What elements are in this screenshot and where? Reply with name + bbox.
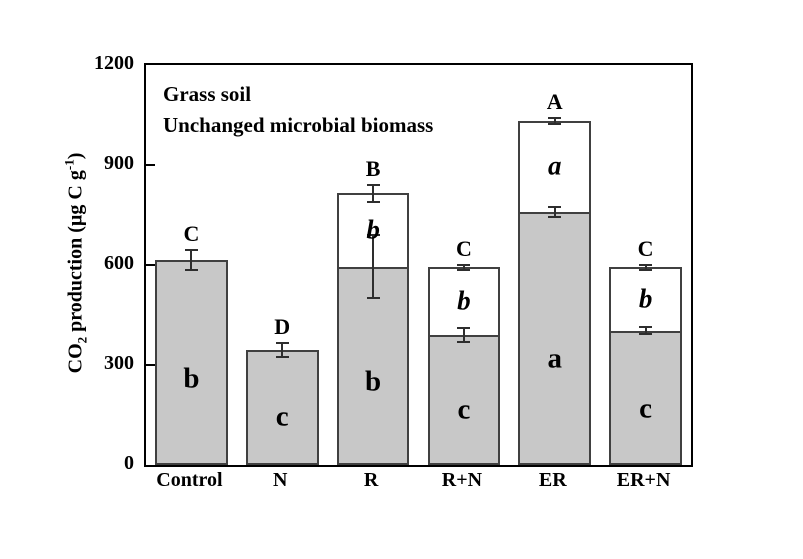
- white-segment: [609, 267, 682, 331]
- error-bar-cap: [457, 326, 471, 329]
- gray-segment-label: b: [183, 362, 200, 395]
- x-category-label-er: ER: [538, 469, 567, 491]
- error-bar-line: [372, 235, 375, 299]
- chart-annotation-line2: Unchanged microbial biomass: [163, 113, 434, 137]
- x-axis-labels: Control N R R+N ER ER+N: [144, 470, 689, 496]
- y-axis-tick: [146, 264, 155, 266]
- gray-segment-label: a: [547, 342, 562, 375]
- y-tick-label: 900: [104, 152, 134, 174]
- error-bar-line: [553, 206, 556, 217]
- error-bar-line: [281, 342, 284, 358]
- gray-segment-label: c: [639, 392, 653, 425]
- bar-r: b b B: [336, 65, 410, 465]
- error-bar-line: [372, 185, 375, 202]
- error-bar-line: [462, 327, 465, 343]
- y-tick-label: 300: [104, 352, 134, 374]
- white-segment-label: a: [547, 150, 562, 181]
- error-bar-line: [644, 264, 647, 270]
- error-bar-cap: [275, 356, 289, 359]
- gray-segment-label: c: [457, 393, 471, 426]
- x-category-label-er+n: ER+N: [616, 469, 671, 491]
- chart-annotation-line1: Grass soil: [163, 82, 252, 106]
- bar-total-label: A: [546, 88, 563, 114]
- gray-segment: [336, 266, 410, 465]
- white-segment-label: b: [638, 283, 653, 314]
- gray-segment: [155, 260, 228, 465]
- error-bar-cap: [366, 184, 380, 186]
- error-bar-cap: [639, 263, 653, 266]
- error-bar-cap: [184, 249, 198, 251]
- x-category-label-r: R: [363, 469, 379, 491]
- error-bar-cap: [275, 341, 289, 344]
- error-bar-cap: [548, 215, 562, 218]
- bar-total-label: D: [274, 313, 291, 339]
- x-category-label-control: Control: [156, 469, 223, 491]
- error-bar-cap: [366, 234, 380, 236]
- error-bar-cap: [366, 297, 380, 300]
- y-tick-labels: 0 300 600 900 1200: [0, 53, 134, 473]
- y-axis-tick: [146, 164, 155, 166]
- gray-segment: [609, 330, 682, 465]
- gray-segment-label: b: [365, 365, 382, 398]
- error-bar-cap: [639, 269, 653, 271]
- error-bar-line: [644, 327, 647, 334]
- error-bar-cap: [548, 123, 562, 126]
- chart-annotation: Grass soil Unchanged microbial biomass: [163, 79, 433, 141]
- y-tick-label: 600: [104, 252, 134, 274]
- bar-total-label: C: [183, 221, 200, 246]
- error-bar-cap: [366, 200, 380, 203]
- bar-er: a a A: [518, 65, 592, 465]
- error-bar-line: [553, 117, 556, 125]
- bar-total-label: C: [455, 235, 472, 261]
- bar-total-label: C: [637, 235, 654, 261]
- x-category-label-n: N: [273, 469, 288, 491]
- error-bar-cap: [457, 341, 471, 344]
- bar-total-label: B: [365, 156, 381, 181]
- error-bar-cap: [457, 269, 471, 271]
- error-bar-cap: [639, 326, 653, 329]
- error-bar-cap: [457, 263, 471, 266]
- white-segment-label: b: [457, 285, 471, 316]
- error-bar-line: [462, 264, 465, 270]
- gray-segment: [518, 211, 592, 465]
- error-bar-cap: [548, 205, 562, 208]
- error-bar-cap: [548, 116, 562, 119]
- error-bar-cap: [184, 269, 198, 271]
- error-bar-cap: [639, 333, 653, 335]
- white-segment-label: b: [366, 214, 380, 245]
- gray-segment-label: c: [275, 400, 289, 433]
- gray-segment: [245, 350, 319, 465]
- x-category-label-r+n: R+N: [441, 469, 483, 491]
- error-bar-line: [190, 250, 193, 270]
- y-axis-tick: [146, 364, 155, 366]
- y-tick-label: 0: [124, 452, 134, 474]
- y-tick-label: 1200: [94, 52, 134, 74]
- white-segment: [518, 121, 592, 212]
